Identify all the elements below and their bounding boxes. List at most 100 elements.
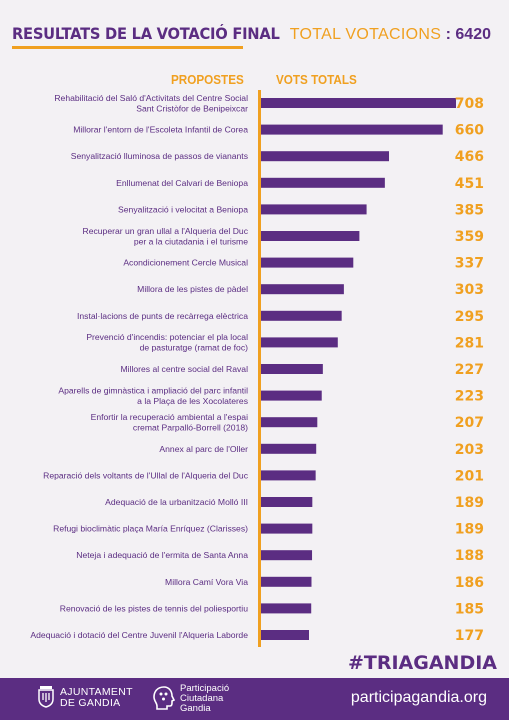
value-label-20: 185 (455, 601, 484, 617)
category-label-21: Adequació i dotació del Centre Juvenil l… (30, 630, 248, 640)
total-votes-separator: : (445, 26, 451, 43)
value-label-1: 708 (455, 96, 484, 112)
logo1-line1: AJUNTAMENT (60, 686, 133, 698)
category-label-3: Senyalització lluminosa de passos de via… (71, 151, 248, 161)
category-label-line: Senyalització i velocitat a Beniopa (118, 204, 248, 214)
value-label-14: 203 (455, 442, 484, 458)
bar-20 (260, 603, 312, 614)
total-votes-value: 6420 (455, 26, 491, 43)
title-underline (12, 46, 243, 49)
category-label-13: Enfortir la recuperació ambiental a l'es… (91, 412, 249, 433)
category-label-line: Millora Camí Vora Via (165, 577, 248, 587)
category-label-line: Enllumenat del Calvari de Beniopa (116, 178, 248, 188)
bar-18 (260, 550, 313, 561)
bar-8 (260, 284, 344, 295)
category-label-14: Annex al parc de l'Oller (159, 444, 248, 454)
logo2-line2: Ciutadana (180, 693, 224, 704)
category-label-line: Millorar l'entorn de l'Escoleta Infantil… (73, 125, 248, 135)
value-label-5: 385 (455, 202, 484, 218)
value-label-18: 188 (455, 548, 484, 564)
website-link[interactable]: participagandia.org (350, 689, 487, 706)
bar-4 (260, 177, 385, 188)
value-label-19: 186 (455, 575, 484, 591)
participation-logo-text: Participació Ciutadana Gandia (180, 684, 229, 714)
category-label-line: Renovació de les pistes de tennis del po… (60, 603, 248, 613)
bar-1 (260, 98, 456, 108)
bar-16 (260, 497, 313, 507)
logo1-line2: DE GANDIA (60, 697, 121, 709)
category-label-6: Recuperar un gran ullal a l'Alqueria del… (83, 226, 249, 247)
bar-13 (260, 417, 318, 428)
value-label-15: 201 (455, 468, 484, 484)
category-label-8: Millora de les pistes de pàdel (137, 284, 248, 294)
votes-column-header: VOTS TOTALS (276, 72, 357, 87)
value-label-12: 223 (455, 389, 484, 405)
category-label-line: Millores al centre social del Raval (120, 364, 248, 374)
logo2-line3: Gandia (180, 703, 211, 714)
category-label-7: Acondicionement Cercle Musical (123, 258, 248, 268)
bar-15 (260, 470, 316, 481)
category-label-line: Neteja i adequació de l'ermita de Santa … (76, 550, 248, 560)
value-label-2: 660 (455, 123, 484, 139)
hashtag: #TRIAGANDIA (347, 652, 497, 674)
bar-19 (260, 576, 312, 587)
value-label-7: 337 (455, 256, 484, 272)
value-label-13: 207 (455, 415, 484, 431)
value-label-9: 295 (455, 309, 484, 325)
category-label-line: Adequació i dotació del Centre Juvenil l… (30, 630, 248, 640)
bar-11 (260, 364, 323, 374)
category-label-line: Senyalització lluminosa de passos de via… (71, 151, 248, 161)
bar-21 (260, 630, 309, 640)
city-shield-icon (38, 686, 54, 708)
total-votes-label: TOTAL VOTACIONS (289, 26, 442, 43)
category-label-9: Instal·lacions de punts de recàrrega elè… (77, 311, 248, 321)
category-label-line: Rehabilitació del Saló d'Activitats del … (54, 93, 248, 103)
bar-10 (260, 337, 338, 348)
footer: AJUNTAMENT DE GANDIA Participació Ciutad… (0, 678, 509, 720)
value-label-4: 451 (455, 176, 484, 192)
chart-axis-line (258, 90, 261, 647)
bar-17 (260, 523, 313, 534)
bar-14 (260, 443, 317, 454)
category-label-15: Reparació dels voltants de l'Ullal de l'… (43, 470, 249, 480)
proposals-column-header: PROPOSTES (171, 72, 244, 87)
category-label-16: Adequació de la urbanització Molló III (105, 497, 248, 507)
bar-3 (260, 151, 390, 162)
category-label-4: Enllumenat del Calvari de Beniopa (116, 178, 248, 188)
value-label-10: 281 (455, 335, 484, 351)
value-label-11: 227 (455, 362, 484, 378)
bar-9 (260, 310, 342, 321)
value-label-21: 177 (455, 628, 484, 644)
category-label-line: Adequació de la urbanització Molló III (105, 497, 248, 507)
value-label-16: 189 (455, 495, 484, 511)
bar-2 (260, 124, 443, 135)
category-label-line: Recuperar un gran ullal a l'Alqueria del… (83, 226, 249, 236)
bar-6 (260, 231, 360, 241)
category-label-line: de pasturatge (ramat de foc) (140, 343, 249, 353)
total-votes: TOTAL VOTACIONS : 6420 (290, 26, 491, 44)
category-label-10: Prevenció d'incendis: potenciar el pla l… (86, 332, 248, 353)
category-label-17: Refugi bioclimàtic plaça María Enríquez … (53, 524, 248, 534)
category-label-line: Instal·lacions de punts de recàrrega elè… (77, 311, 248, 321)
votes-bar-chart: Rehabilitació del Saló d'Activitats del … (30, 93, 484, 644)
category-label-1: Rehabilitació del Saló d'Activitats del … (54, 93, 248, 114)
category-label-line: Aparells de gimnàstica i ampliació del p… (58, 385, 248, 395)
category-label-5: Senyalització i velocitat a Beniopa (118, 204, 248, 214)
logo2-line1: Participació (180, 683, 230, 694)
category-label-19: Millora Camí Vora Via (165, 577, 248, 587)
page-title: RESULTATS DE LA VOTACIÓ FINAL (12, 24, 280, 43)
category-label-line: Acondicionement Cercle Musical (123, 258, 248, 268)
bar-12 (260, 390, 322, 401)
category-label-line: Prevenció d'incendis: potenciar el pla l… (86, 332, 248, 342)
value-label-17: 189 (455, 522, 484, 538)
value-label-8: 303 (455, 282, 484, 298)
participation-head-icon (153, 686, 176, 710)
bar-5 (260, 204, 367, 215)
city-council-logo-text: AJUNTAMENT DE GANDIA (60, 687, 133, 709)
category-label-2: Millorar l'entorn de l'Escoleta Infantil… (73, 125, 248, 135)
category-label-line: per a la ciutadania i el turisme (134, 236, 248, 246)
category-label-line: Annex al parc de l'Oller (159, 444, 248, 454)
category-label-18: Neteja i adequació de l'ermita de Santa … (76, 550, 248, 560)
category-label-12: Aparells de gimnàstica i ampliació del p… (58, 385, 248, 406)
category-label-line: Refugi bioclimàtic plaça María Enríquez … (53, 524, 248, 534)
